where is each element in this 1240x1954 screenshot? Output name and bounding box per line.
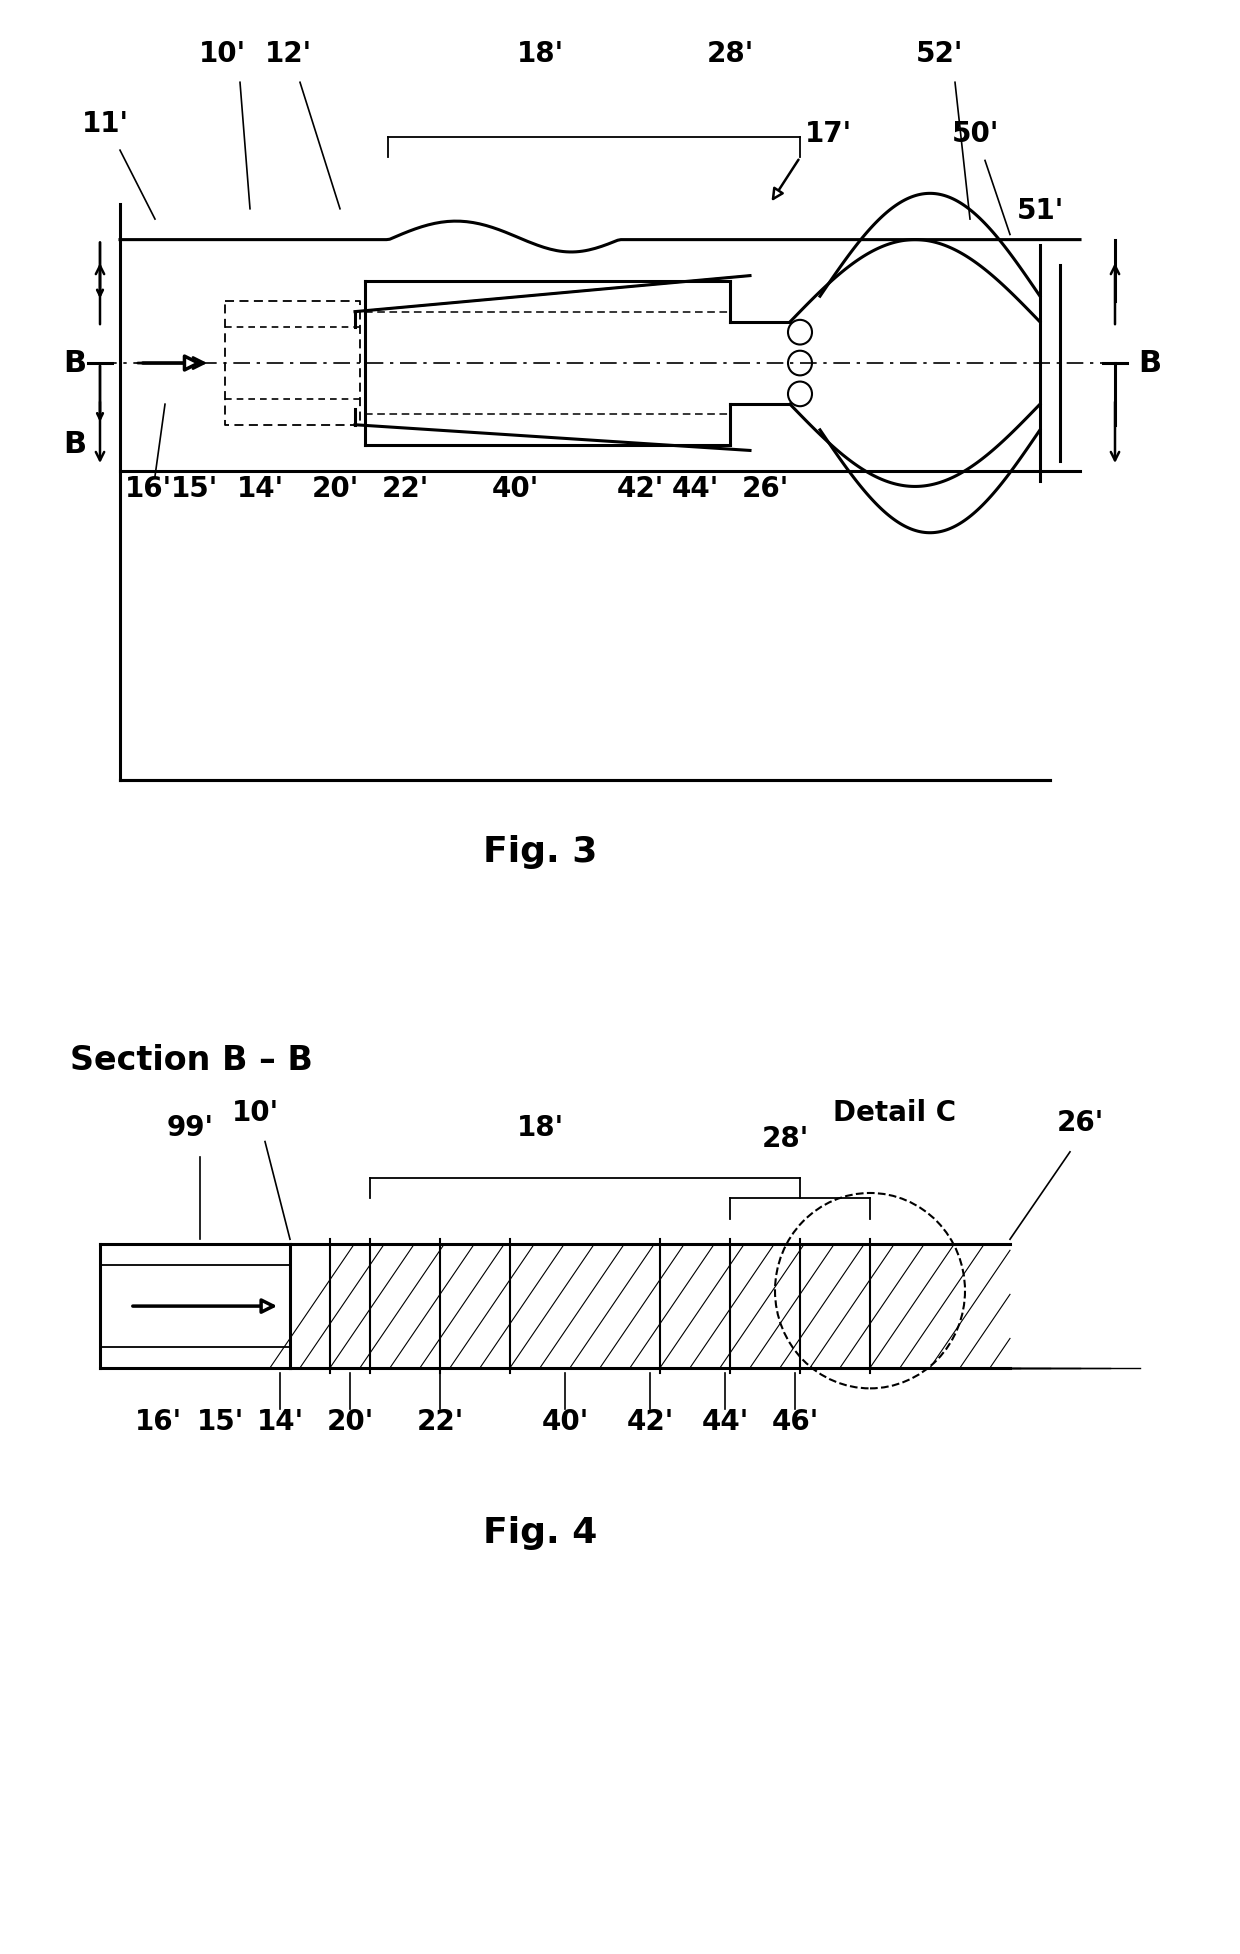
Text: 46': 46' xyxy=(771,1407,818,1436)
Text: B: B xyxy=(63,430,87,459)
Text: 18': 18' xyxy=(516,1114,563,1143)
Text: 16': 16' xyxy=(124,475,171,502)
Text: 10': 10' xyxy=(232,1098,279,1127)
Text: B: B xyxy=(1138,348,1162,377)
Text: B: B xyxy=(63,348,87,377)
Text: 10': 10' xyxy=(198,39,246,68)
Text: 22': 22' xyxy=(382,475,429,502)
Text: 99': 99' xyxy=(166,1114,213,1143)
Text: 26': 26' xyxy=(1056,1110,1104,1137)
Text: 44': 44' xyxy=(671,475,719,502)
Text: 15': 15' xyxy=(196,1407,243,1436)
Text: 14': 14' xyxy=(237,475,284,502)
Text: 18': 18' xyxy=(516,39,563,68)
Text: 16': 16' xyxy=(134,1407,181,1436)
Text: 51': 51' xyxy=(1017,197,1064,225)
Text: 20': 20' xyxy=(326,1407,373,1436)
Text: 40': 40' xyxy=(491,475,538,502)
Text: 44': 44' xyxy=(702,1407,749,1436)
Text: Section B – B: Section B – B xyxy=(69,1043,312,1077)
Text: 14': 14' xyxy=(257,1407,304,1436)
Text: 42': 42' xyxy=(626,1407,673,1436)
Text: Detail C: Detail C xyxy=(833,1098,956,1127)
Text: 26': 26' xyxy=(742,475,789,502)
Text: 28': 28' xyxy=(761,1126,808,1153)
Text: 22': 22' xyxy=(417,1407,464,1436)
Text: 28': 28' xyxy=(707,39,754,68)
Text: Fig. 4: Fig. 4 xyxy=(482,1516,598,1550)
Text: 20': 20' xyxy=(311,475,358,502)
Text: 50': 50' xyxy=(951,119,998,149)
Text: 12': 12' xyxy=(264,39,311,68)
Text: 17': 17' xyxy=(805,119,852,149)
Text: Fig. 3: Fig. 3 xyxy=(482,834,598,870)
Text: 52': 52' xyxy=(916,39,963,68)
Text: 42': 42' xyxy=(616,475,663,502)
Text: 15': 15' xyxy=(171,475,218,502)
Text: 11': 11' xyxy=(82,109,129,137)
Text: 40': 40' xyxy=(542,1407,589,1436)
